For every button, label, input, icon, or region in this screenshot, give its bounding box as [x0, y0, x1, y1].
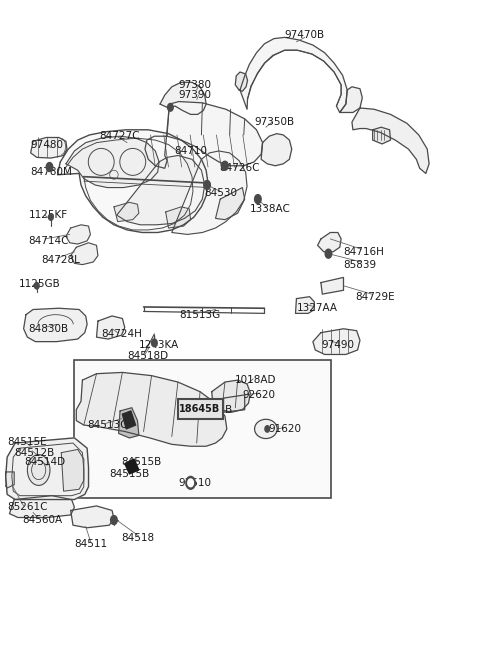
Text: 84515E: 84515E	[7, 437, 47, 447]
Polygon shape	[296, 297, 314, 313]
Text: 18645B: 18645B	[179, 404, 220, 414]
Text: 84830B: 84830B	[28, 324, 69, 334]
Text: 97470B: 97470B	[285, 30, 325, 41]
Polygon shape	[6, 438, 88, 500]
Circle shape	[204, 181, 210, 189]
Circle shape	[46, 162, 53, 172]
Ellipse shape	[254, 419, 277, 439]
Text: 85261C: 85261C	[7, 502, 48, 512]
Circle shape	[152, 339, 157, 346]
Polygon shape	[318, 233, 341, 252]
Text: 84710: 84710	[174, 146, 207, 156]
Text: 92620: 92620	[242, 390, 276, 400]
Polygon shape	[224, 395, 245, 412]
Text: 93510: 93510	[178, 478, 211, 488]
Polygon shape	[313, 329, 360, 354]
Circle shape	[168, 103, 173, 111]
Polygon shape	[261, 134, 292, 166]
Text: 81513G: 81513G	[179, 310, 220, 320]
Polygon shape	[24, 309, 87, 342]
Text: 91620: 91620	[268, 424, 301, 434]
Text: 97490: 97490	[321, 340, 354, 350]
Polygon shape	[76, 373, 227, 446]
Ellipse shape	[27, 455, 50, 485]
Text: 84512B: 84512B	[14, 447, 54, 458]
Circle shape	[325, 249, 332, 258]
Text: 84515B: 84515B	[109, 469, 149, 479]
FancyBboxPatch shape	[178, 400, 223, 419]
Text: 1018AD: 1018AD	[235, 375, 277, 385]
Circle shape	[188, 479, 193, 487]
Polygon shape	[125, 459, 139, 474]
Polygon shape	[96, 316, 125, 339]
Text: 1125KF: 1125KF	[28, 210, 68, 220]
Polygon shape	[66, 225, 90, 244]
Polygon shape	[58, 130, 208, 233]
Polygon shape	[71, 243, 98, 265]
Circle shape	[254, 195, 261, 204]
Polygon shape	[240, 37, 347, 113]
Circle shape	[110, 515, 117, 525]
Text: 84530: 84530	[204, 188, 238, 198]
Polygon shape	[61, 449, 84, 491]
Polygon shape	[5, 472, 14, 488]
Text: 84515B: 84515B	[121, 457, 162, 467]
Text: 84513C: 84513C	[87, 420, 128, 430]
Polygon shape	[160, 83, 206, 115]
Polygon shape	[212, 380, 251, 412]
Polygon shape	[117, 155, 204, 225]
Polygon shape	[235, 72, 248, 91]
Polygon shape	[372, 127, 391, 144]
Text: 1338AC: 1338AC	[250, 204, 290, 214]
Text: 97480: 97480	[31, 140, 64, 149]
Polygon shape	[321, 278, 344, 294]
Text: 84724H: 84724H	[101, 329, 142, 339]
Bar	[74, 360, 331, 498]
Polygon shape	[216, 187, 245, 219]
Polygon shape	[172, 151, 247, 234]
Polygon shape	[340, 86, 362, 113]
Text: 97390: 97390	[178, 90, 211, 100]
Circle shape	[222, 161, 228, 170]
Text: 84714C: 84714C	[28, 236, 69, 246]
Circle shape	[186, 476, 195, 489]
Text: 97380: 97380	[178, 80, 211, 90]
Text: 84726C: 84726C	[219, 163, 259, 174]
Text: 84514D: 84514D	[24, 457, 66, 467]
Text: 85839: 85839	[344, 259, 377, 270]
Polygon shape	[145, 102, 263, 168]
Text: 1327AA: 1327AA	[297, 303, 337, 313]
Text: 84780M: 84780M	[31, 167, 72, 177]
Polygon shape	[66, 136, 159, 187]
Text: 84729E: 84729E	[355, 291, 395, 302]
Text: 84560A: 84560A	[23, 515, 63, 525]
Polygon shape	[352, 108, 429, 174]
Text: 1125GB: 1125GB	[19, 279, 60, 289]
Polygon shape	[122, 411, 135, 429]
Polygon shape	[114, 202, 139, 221]
Polygon shape	[119, 407, 139, 438]
Polygon shape	[31, 138, 67, 158]
Text: 84518D: 84518D	[127, 351, 168, 362]
Circle shape	[35, 282, 39, 289]
Text: 84728L: 84728L	[41, 255, 80, 265]
Text: 84716H: 84716H	[344, 247, 384, 257]
Text: 1243KA: 1243KA	[139, 341, 179, 350]
Polygon shape	[71, 506, 114, 528]
Text: 18645B: 18645B	[193, 405, 233, 415]
Circle shape	[265, 426, 270, 432]
Circle shape	[48, 214, 53, 220]
Text: 97350B: 97350B	[254, 117, 294, 127]
Text: 84727C: 84727C	[99, 131, 139, 141]
Text: 84518: 84518	[121, 533, 155, 543]
Text: 84511: 84511	[74, 539, 108, 549]
Polygon shape	[10, 496, 74, 517]
Polygon shape	[166, 207, 191, 228]
